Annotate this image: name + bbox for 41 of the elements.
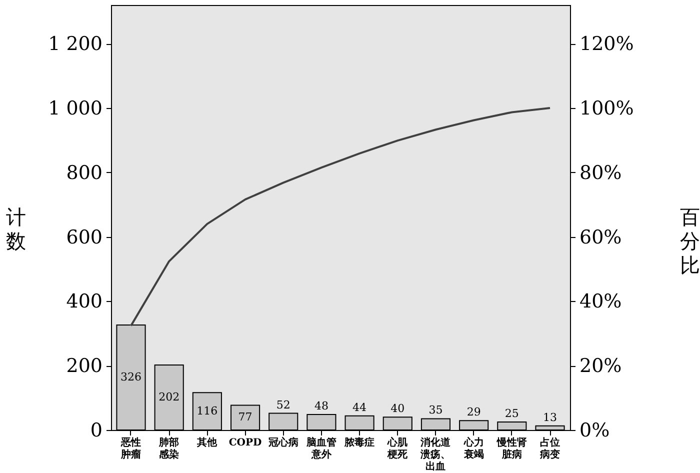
data-label: 116 bbox=[196, 404, 218, 418]
data-label: 25 bbox=[504, 406, 519, 420]
data-label: 35 bbox=[428, 404, 443, 417]
x-tick-label: 心力衰竭 bbox=[462, 436, 484, 460]
y2-axis-title: 百分比 bbox=[680, 205, 700, 277]
y2-tick-label: 120% bbox=[580, 33, 634, 56]
x-tick-label: 恶性肿瘤 bbox=[120, 436, 141, 460]
y2-tick-label: 80% bbox=[580, 162, 622, 184]
x-tick-label: 慢性肾脏病 bbox=[496, 436, 527, 460]
x-tick-label: 消化道溃疡、出血 bbox=[420, 436, 452, 472]
y-tick-label: 0 bbox=[90, 420, 102, 442]
x-tick-label: 其他 bbox=[196, 436, 218, 448]
x-tick-label: 占位病变 bbox=[539, 436, 560, 460]
x-tick-label: COPD bbox=[228, 438, 262, 448]
y-tick-label: 1 000 bbox=[48, 98, 102, 120]
data-label: 40 bbox=[390, 402, 405, 416]
x-tick-label: 肺部感染 bbox=[158, 436, 180, 460]
data-label: 326 bbox=[120, 370, 142, 384]
x-tick-label: 脓毒症 bbox=[344, 436, 375, 448]
y-tick-label: 200 bbox=[66, 355, 102, 378]
data-label: 48 bbox=[314, 400, 328, 413]
line-series bbox=[130, 107, 551, 327]
y2-tick-label: 0% bbox=[580, 420, 610, 442]
y2-tick-label: 40% bbox=[580, 290, 622, 313]
data-label: 29 bbox=[466, 406, 481, 419]
data-label: 52 bbox=[276, 398, 290, 412]
y2-tick-label: 20% bbox=[580, 355, 622, 378]
x-tick-label: 冠心病 bbox=[267, 436, 298, 448]
y-axis-title: 计数 bbox=[6, 205, 26, 253]
data-label: 44 bbox=[352, 400, 367, 414]
x-tick-label: 心肌梗死 bbox=[386, 436, 409, 460]
y2-tick-label: 60% bbox=[580, 226, 622, 248]
y-tick-label: 1 200 bbox=[48, 33, 102, 56]
x-tick-label: 脑血管意外 bbox=[305, 436, 336, 460]
y2-tick-label: 100% bbox=[580, 98, 634, 120]
data-label: 202 bbox=[158, 390, 180, 404]
y-tick-label: 400 bbox=[66, 290, 102, 313]
y-tick-label: 800 bbox=[66, 162, 102, 184]
data-label: 77 bbox=[238, 410, 252, 424]
data-label: 13 bbox=[543, 410, 557, 424]
y-tick-label: 600 bbox=[66, 226, 102, 248]
